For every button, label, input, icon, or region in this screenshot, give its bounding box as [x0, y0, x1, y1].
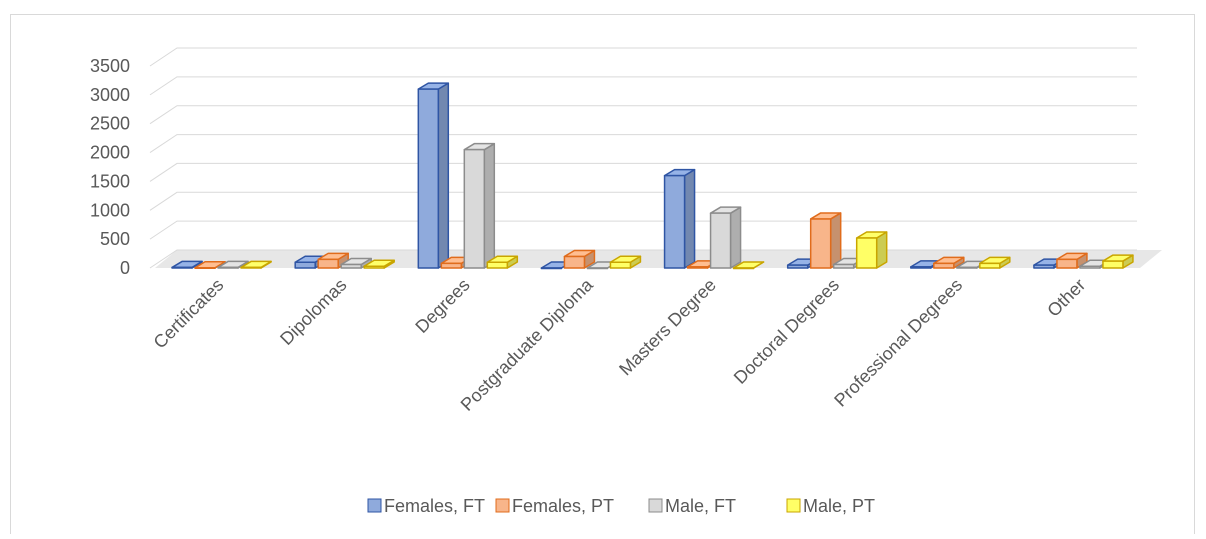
bar [732, 261, 765, 270]
y-tick-label: 3500 [90, 56, 130, 76]
bar-front [340, 263, 362, 269]
grid-line [149, 162, 1137, 182]
bar-front [563, 255, 586, 269]
bar-front [440, 262, 463, 269]
grid-line [149, 76, 1137, 96]
bar [979, 256, 1011, 269]
bar-front [732, 267, 755, 270]
bar-side [683, 168, 696, 269]
bar-front [855, 237, 878, 269]
bar-front [609, 261, 632, 269]
bar-front [956, 266, 978, 269]
bar [363, 259, 395, 269]
bar-front [786, 264, 809, 269]
y-tick-label: 3000 [90, 85, 130, 105]
grid-line [149, 47, 1137, 67]
y-tick-label: 2000 [90, 143, 130, 163]
bar [194, 260, 226, 269]
bar-front [910, 266, 932, 269]
y-tick-label: 0 [120, 258, 130, 278]
bar-front [417, 88, 440, 269]
bar-front [832, 263, 855, 269]
y-tick-label: 1500 [90, 171, 130, 191]
bar-front [586, 267, 609, 270]
legend-label: Male, FT [665, 496, 736, 516]
y-tick-label: 2500 [90, 114, 130, 134]
legend-swatch [495, 498, 510, 513]
bar-front [363, 265, 385, 269]
bar-front [1079, 265, 1101, 269]
bar [855, 231, 888, 269]
bar-front [979, 262, 1001, 269]
bar [1102, 254, 1134, 269]
bar-front [1056, 258, 1078, 269]
bar-front [709, 212, 732, 269]
legend-swatch [367, 498, 382, 513]
bar-front [933, 262, 955, 269]
bar [340, 257, 372, 269]
bar [463, 142, 496, 269]
bar [171, 260, 203, 269]
legend-swatch [786, 498, 801, 513]
bar-side [829, 212, 842, 269]
y-tick-label: 500 [100, 229, 130, 249]
bar-side [437, 82, 450, 269]
legend-label: Male, PT [803, 496, 875, 516]
bar [933, 256, 965, 269]
grid-line [149, 134, 1137, 153]
bar-front [1102, 260, 1124, 269]
bar [240, 260, 272, 269]
bar [809, 212, 842, 269]
bar-front [486, 261, 509, 269]
grid-line [149, 191, 1137, 211]
bar [417, 82, 450, 269]
bar-side [483, 142, 496, 269]
bar [663, 168, 696, 269]
bar [217, 260, 249, 269]
floor [155, 250, 1162, 268]
bar [563, 249, 596, 269]
bar-side [729, 206, 742, 269]
bar-front [171, 266, 193, 269]
bar-front [194, 266, 216, 269]
bar-front [1033, 264, 1055, 269]
bar-front [663, 174, 686, 269]
legend-label: Females, PT [512, 496, 614, 516]
bar-front [463, 148, 486, 269]
bar [709, 206, 742, 269]
bar-front [217, 266, 239, 269]
chart-frame [10, 14, 1195, 535]
legend-label: Females, FT [384, 496, 485, 516]
y-tick-label: 1000 [90, 200, 130, 220]
bar-front [809, 218, 832, 269]
bar-front [240, 266, 262, 269]
bar [486, 255, 519, 269]
bar [609, 255, 642, 269]
bar-front [686, 266, 709, 269]
legend-swatch [648, 498, 663, 513]
bar-front [317, 258, 339, 269]
bar-front [294, 261, 316, 269]
grid-line [149, 105, 1137, 125]
bar-front [540, 267, 563, 270]
